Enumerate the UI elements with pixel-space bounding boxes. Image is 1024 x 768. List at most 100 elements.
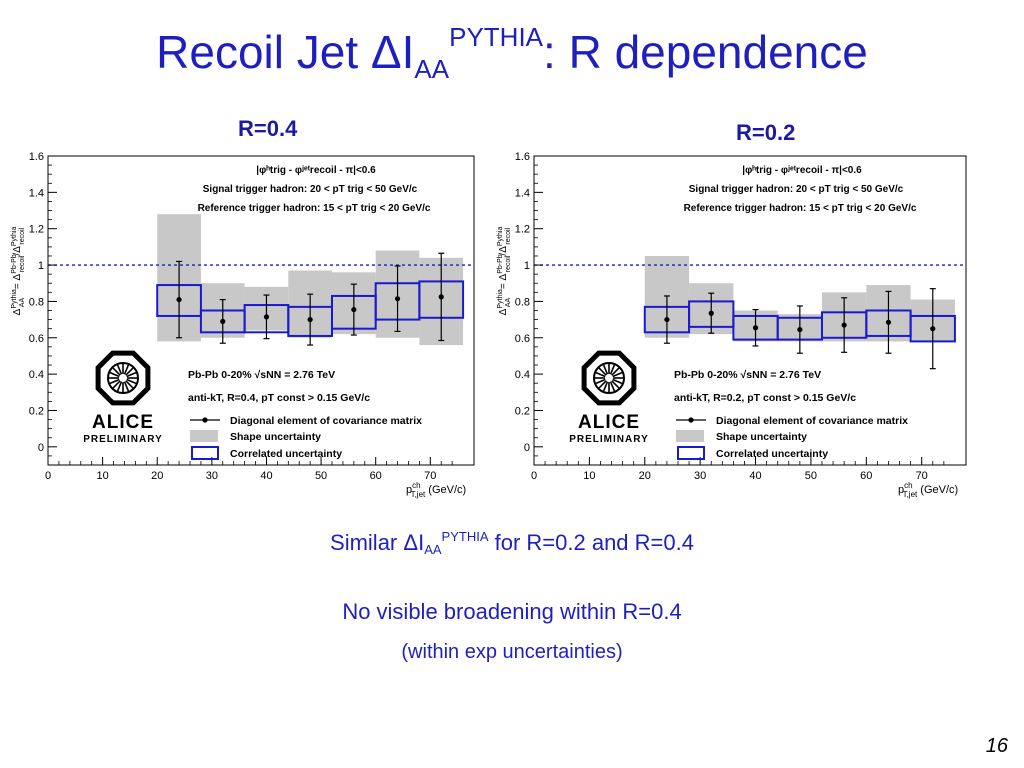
c0-x-tick-label-50: 50 bbox=[315, 470, 327, 482]
c1-y-tick-label-0.2: 0.2 bbox=[515, 405, 530, 417]
c1-alice-logo-spoke-9 bbox=[595, 371, 606, 378]
c1-alice-logo-spoke-1 bbox=[612, 378, 623, 385]
c0-legend-label-shape: Shape uncertainty bbox=[230, 431, 321, 443]
c0-alice-logo-spoke-10 bbox=[112, 367, 121, 376]
c0-y-tick-label-0.4: 0.4 bbox=[29, 369, 44, 381]
c1-data-point-2 bbox=[752, 325, 759, 331]
c0-data-point-2 bbox=[263, 314, 270, 320]
c1-y-tick-label-0.8: 0.8 bbox=[515, 296, 530, 308]
c0-alice-logo-text: ALICE bbox=[92, 412, 154, 433]
c0-x-tick-label-30: 30 bbox=[206, 470, 218, 482]
c1-y-tick-label-1: 1 bbox=[524, 260, 530, 272]
panel-left-label: R=0.4 bbox=[238, 116, 298, 141]
c0-y-tick-label-0.8: 0.8 bbox=[29, 296, 44, 308]
c0-x-tick-label-20: 20 bbox=[151, 470, 163, 482]
c0-data-point-4 bbox=[351, 306, 357, 313]
c1-x-tick-label-0: 0 bbox=[531, 470, 537, 482]
c0-alice-logo-spoke-9 bbox=[109, 371, 120, 378]
c1-annotation-collision: Pb-Pb 0-20% √sNN = 2.76 TeV bbox=[674, 369, 821, 381]
c0-alice-logo-spoke-13 bbox=[123, 364, 130, 375]
c0-alice-logo-spoke-11 bbox=[116, 364, 123, 375]
c1-legend-shape-swatch bbox=[676, 430, 704, 442]
c0-annotation-collision: Pb-Pb 0-20% √sNN = 2.76 TeV bbox=[188, 369, 335, 381]
chart-right-svg: 0 10 20 30 40 50 60 70 0 0.2 0.4 0.6 0.8 1 1.2 1.4 1.6 pc… bbox=[497, 151, 967, 499]
c1-data-point-6 bbox=[930, 326, 936, 332]
c1-x-tick-label-50: 50 bbox=[805, 470, 817, 482]
c1-y-tick-label-1.6: 1.6 bbox=[515, 151, 530, 163]
c1-y-tick-label-0: 0 bbox=[524, 442, 530, 454]
c1-legend-label-shape: Shape uncertainty bbox=[716, 431, 807, 443]
c1-x-axis-label: pch T,jet (GeV/c) bbox=[898, 481, 958, 499]
c1-alice-logo-spoke-7 bbox=[595, 378, 606, 385]
c0-legend-label-correlated: Correlated uncertainty bbox=[230, 448, 342, 460]
c1-y-tick-label-1.2: 1.2 bbox=[515, 224, 530, 236]
c1-x-tick-label-20: 20 bbox=[639, 470, 651, 482]
summary-line-1-post: for R=0.2 and R=0.4 bbox=[488, 530, 694, 555]
c0-alice-logo-spoke-1 bbox=[126, 378, 137, 385]
c1-x-tick-label-30: 30 bbox=[694, 470, 706, 482]
chart-left-svg: 0 10 20 30 40 50 60 70 0 0.2 0.4 0.6 0.8 1 1.2 1.4 1.6 pc… bbox=[11, 151, 475, 499]
c0-alice-logo-spoke-3 bbox=[123, 381, 130, 392]
c1-annotation-phi-cut: |φʰtrig - φʲᵉᵗrecoil - π|<0.6 bbox=[742, 165, 862, 176]
summary-line-1-superscript: PYTHIA bbox=[441, 529, 489, 544]
c1-data-point-3 bbox=[797, 326, 803, 333]
c1-y-axis-label: ΔPythiaAA = ΔPb-Pbrecoil/ΔPythiarecoil bbox=[497, 227, 512, 316]
chart-right: 0 10 20 30 40 50 60 70 0 0.2 0.4 0.6 0.8 1 1.2 1.4 1.6 pc… bbox=[494, 148, 976, 505]
c1-data-point-0 bbox=[664, 316, 670, 323]
c1-data-point-5 bbox=[885, 319, 892, 325]
page-number: 16 bbox=[985, 735, 1008, 757]
c1-data-point-1 bbox=[708, 310, 714, 316]
c1-alice-logo-text: ALICE bbox=[578, 412, 640, 433]
title-subscript: AA bbox=[414, 54, 450, 84]
c0-legend-point-marker bbox=[202, 417, 208, 423]
summary-line-1: Similar ΔIAAPYTHIA for R=0.2 and R=0.4 bbox=[0, 529, 1024, 557]
c1-annotation-jet-def: anti-kT, R=0.2, pT const > 0.15 GeV/c bbox=[674, 392, 856, 404]
c1-x-tick-label-70: 70 bbox=[916, 470, 928, 482]
c0-y-tick-label-1.4: 1.4 bbox=[29, 187, 44, 199]
c1-alice-logo-spoke-6 bbox=[598, 380, 607, 389]
c0-y-tick-label-0.2: 0.2 bbox=[29, 405, 44, 417]
c0-x-tick-label-0: 0 bbox=[45, 470, 51, 482]
c1-y-tick-label-0.4: 0.4 bbox=[515, 369, 530, 381]
panel-right-label: R=0.2 bbox=[736, 120, 796, 145]
c0-legend-shape-swatch bbox=[190, 430, 218, 442]
c1-annotation-signal-trigger: Signal trigger hadron: 20 < pT trig < 50… bbox=[689, 184, 904, 195]
c0-alice-preliminary-text: PRELIMINARY bbox=[83, 434, 163, 445]
summary-line-2: No visible broadening within R=0.4 bbox=[342, 599, 682, 624]
c0-alice-logo-spoke-5 bbox=[116, 381, 123, 392]
title-rest: : R dependence bbox=[543, 26, 868, 78]
c1-alice-logo-spoke-13 bbox=[609, 364, 616, 375]
c1-annotation-reference-trigger: Reference trigger hadron: 15 < pT trig <… bbox=[684, 203, 917, 214]
c1-legend-label-correlated: Correlated uncertainty bbox=[716, 448, 828, 460]
c0-annotation-signal-trigger: Signal trigger hadron: 20 < pT trig < 50… bbox=[203, 184, 418, 195]
c0-x-tick-label-60: 60 bbox=[370, 470, 382, 482]
c1-y-tick-label-0.6: 0.6 bbox=[515, 333, 530, 345]
c0-y-axis-label: ΔPythiaAA = ΔPb-Pbrecoil/ΔPythiarecoil bbox=[11, 227, 26, 316]
c1-x-tick-label-40: 40 bbox=[749, 470, 761, 482]
c0-x-tick-label-10: 10 bbox=[96, 470, 108, 482]
c0-alice-logo-spoke-7 bbox=[109, 378, 120, 385]
title-superscript: PYTHIA bbox=[449, 22, 544, 52]
chart-left: 0 10 20 30 40 50 60 70 0 0.2 0.4 0.6 0.8 1 1.2 1.4 1.6 pc… bbox=[8, 148, 484, 505]
c0-data-point-5 bbox=[394, 296, 401, 302]
c0-y-tick-label-0: 0 bbox=[38, 442, 44, 454]
c0-data-point-6 bbox=[438, 294, 444, 300]
c0-y-tick-label-1.2: 1.2 bbox=[29, 224, 44, 236]
c0-annotation-reference-trigger: Reference trigger hadron: 15 < pT trig <… bbox=[198, 203, 431, 214]
c0-data-point-0 bbox=[176, 296, 182, 303]
c1-legend-point-marker bbox=[688, 417, 694, 423]
c1-legend-label-diagonal: Diagonal element of covariance matrix bbox=[716, 415, 908, 427]
slide-title: Recoil Jet ΔIAAPYTHIA: R dependence bbox=[0, 22, 1024, 85]
c0-alice-logo-spoke-15 bbox=[126, 371, 137, 378]
c1-alice-logo-spoke-15 bbox=[612, 371, 623, 378]
c1-alice-logo-spoke-3 bbox=[609, 381, 616, 392]
c1-legend-correlated-swatch bbox=[677, 446, 705, 460]
c0-alice-logo-spoke-14 bbox=[125, 367, 134, 376]
c0-annotation-jet-def: anti-kT, R=0.4, pT const > 0.15 GeV/c bbox=[188, 392, 370, 404]
summary-line-1-pre: Similar ΔI bbox=[330, 530, 425, 555]
c0-x-axis-label: pch T,jet (GeV/c) bbox=[406, 481, 466, 499]
c1-x-tick-label-60: 60 bbox=[860, 470, 872, 482]
c0-legend-correlated-swatch bbox=[191, 446, 219, 460]
c0-legend-label-diagonal: Diagonal element of covariance matrix bbox=[230, 415, 422, 427]
c0-alice-logo-spoke-6 bbox=[112, 380, 121, 389]
